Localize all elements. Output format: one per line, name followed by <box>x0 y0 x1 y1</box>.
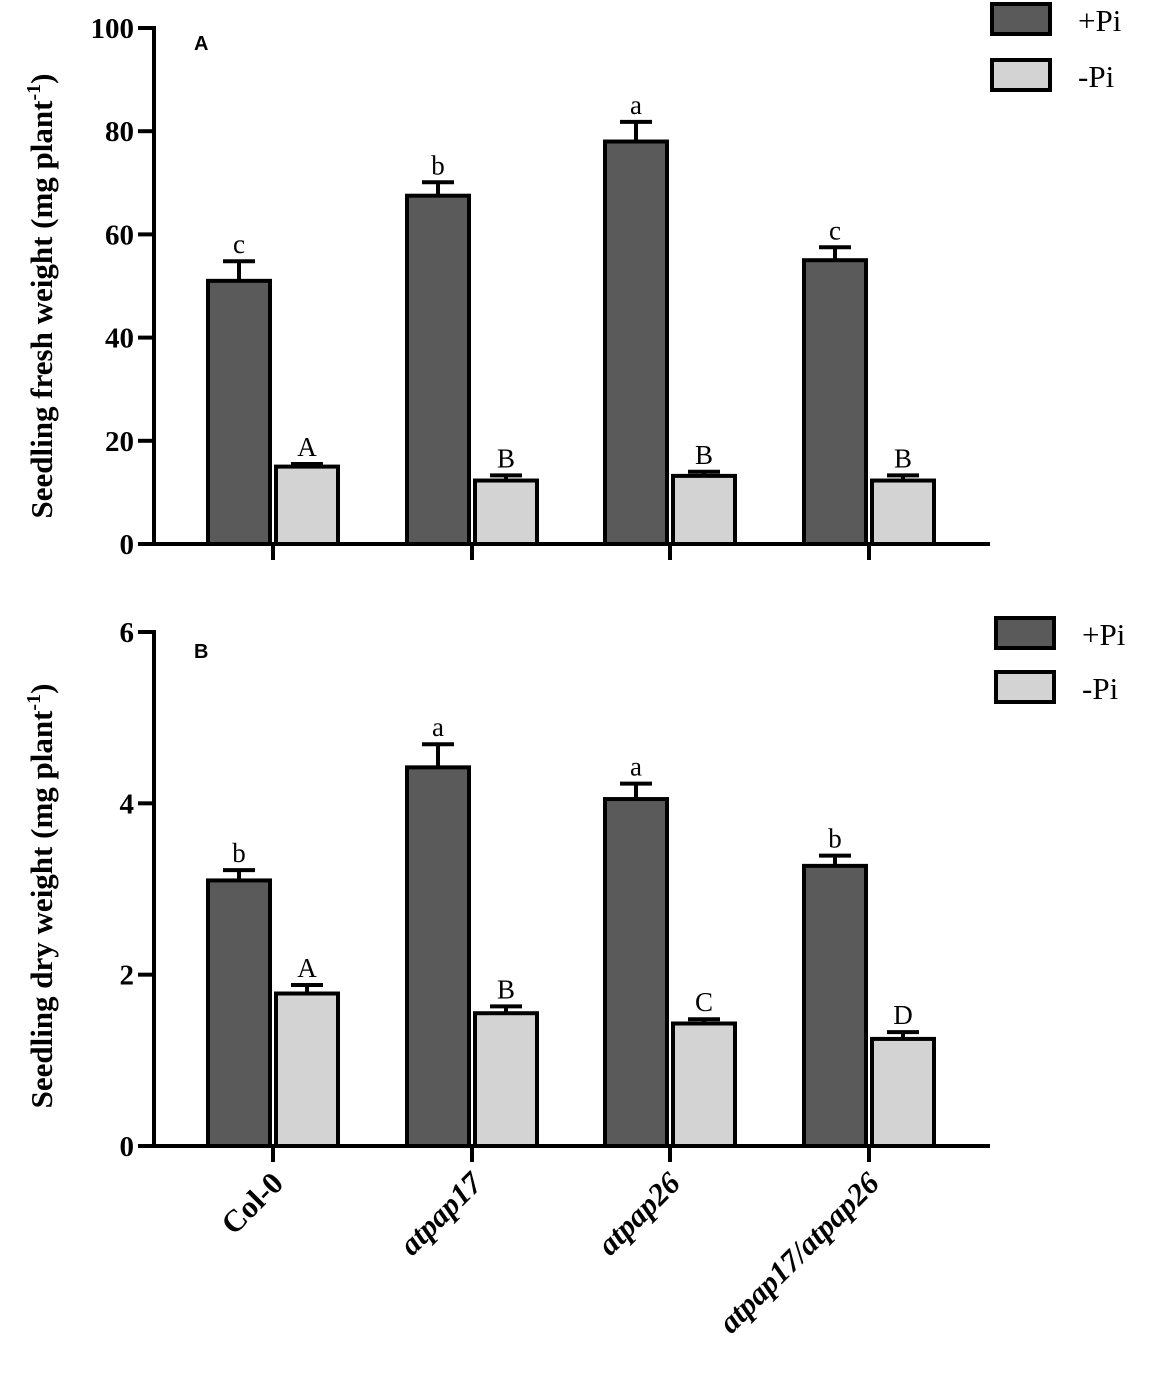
bar-minus-pi-2 <box>473 1011 539 1149</box>
bar-minus-pi-4 <box>870 478 936 547</box>
significance-letter: B <box>497 974 515 1004</box>
y-axis-label: Seedling dry weight (mg plant-1) <box>23 684 59 1109</box>
y-tick-label: 0 <box>120 1131 135 1163</box>
legend-label-minus-pi: -Pi <box>1082 671 1119 706</box>
y-axis-label-superscript: -1 <box>23 84 45 101</box>
bar-plus-pi-1 <box>206 878 272 1149</box>
y-tick-label: 20 <box>105 426 134 458</box>
y-tick-label: 4 <box>120 788 135 820</box>
y-tick-label: 40 <box>105 323 134 355</box>
significance-letter: c <box>233 229 245 259</box>
significance-letter: a <box>630 752 642 782</box>
significance-letter: a <box>432 712 444 742</box>
significance-letter: b <box>232 838 246 868</box>
y-tick-label: 0 <box>120 529 135 561</box>
bar-plus-pi-2 <box>405 193 471 546</box>
significance-letter: A <box>297 432 317 462</box>
bar-minus-pi-2 <box>473 478 539 547</box>
bar-minus-pi-4 <box>870 1036 936 1148</box>
category-label-4: atpap17/atpap26 <box>711 1165 886 1340</box>
significance-letter: a <box>630 90 642 120</box>
y-axis-label-end: ) <box>24 74 59 84</box>
y-axis-label: Seedling fresh weight (mg plant-1) <box>23 74 59 519</box>
category-label-1: Col-0 <box>214 1165 290 1241</box>
bar-minus-pi-1 <box>274 464 340 547</box>
bar-plus-pi-4 <box>802 863 868 1148</box>
panel-letter: A <box>194 33 208 55</box>
legend: +Pi -Pi <box>990 2 1122 94</box>
significance-letter: C <box>695 987 713 1017</box>
bar-plus-pi-2 <box>405 765 471 1148</box>
y-axis-label-main: Seedling dry weight (mg plant <box>24 710 59 1109</box>
bar-minus-pi-3 <box>671 1021 737 1148</box>
bar-minus-pi-1 <box>274 991 340 1148</box>
significance-letter: b <box>431 150 445 180</box>
y-axis-label-main: Seedling fresh weight (mg plant <box>24 100 59 519</box>
legend-swatch-plus-pi <box>994 616 1056 650</box>
panel-letter: B <box>194 641 208 663</box>
bar-plus-pi-4 <box>802 258 868 546</box>
legend: +Pi -Pi <box>994 616 1126 706</box>
significance-letter: A <box>297 953 317 983</box>
y-tick-label: 60 <box>105 219 134 251</box>
legend-swatch-minus-pi <box>994 670 1056 704</box>
significance-letter: B <box>894 443 912 473</box>
significance-letter: B <box>497 443 515 473</box>
bar-plus-pi-1 <box>206 278 272 546</box>
chart-panel-b: B Seedling dry weight (mg plant-1) 0 2 4 6 b a a… <box>23 616 1126 1163</box>
legend-swatch-plus-pi <box>990 2 1052 36</box>
y-tick-label: 6 <box>120 617 135 649</box>
y-tick-label: 100 <box>91 13 135 45</box>
bar-plus-pi-3 <box>603 139 669 547</box>
legend-swatch-minus-pi <box>990 58 1052 92</box>
y-tick-label: 2 <box>120 960 135 992</box>
category-label-2: atpap17 <box>392 1164 490 1262</box>
significance-letter: B <box>695 440 713 470</box>
bar-plus-pi-3 <box>603 797 669 1148</box>
significance-letter: c <box>829 215 841 245</box>
y-axis-label-superscript: -1 <box>23 694 45 711</box>
y-axis-label-end: ) <box>24 684 59 694</box>
category-label-3: atpap26 <box>590 1165 687 1262</box>
legend-label-plus-pi: +Pi <box>1082 617 1126 652</box>
significance-letter: b <box>828 824 842 854</box>
y-tick-label: 80 <box>105 116 134 148</box>
significance-letter: D <box>893 1000 913 1030</box>
chart-panel-a: A Seedling fresh weight (mg plant-1) 0 20 40… <box>23 2 1122 561</box>
legend-label-minus-pi: -Pi <box>1078 59 1115 94</box>
legend-label-plus-pi: +Pi <box>1078 3 1122 38</box>
bar-minus-pi-3 <box>671 473 737 546</box>
